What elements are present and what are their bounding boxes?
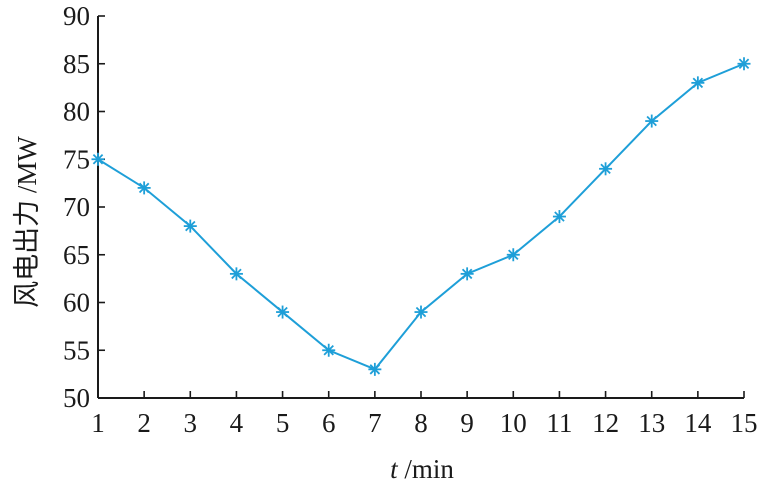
y-axis-title: 风电出力 /MW (12, 136, 42, 308)
y-tick-label: 50 (63, 383, 90, 413)
data-point-stroke (554, 211, 565, 222)
data-point-stroke (277, 306, 288, 318)
data-point-stroke (92, 154, 104, 165)
data-point-stroke (415, 306, 427, 318)
data-point (137, 181, 151, 195)
x-axis-variable: t (390, 454, 399, 484)
data-point (645, 114, 659, 128)
data-point (506, 248, 520, 262)
x-tick-label: 8 (414, 408, 428, 438)
x-tick-label: 9 (460, 408, 474, 438)
data-point (368, 362, 382, 376)
data-point-stroke (692, 77, 704, 89)
data-point-stroke (185, 220, 196, 232)
x-tick-label: 7 (368, 408, 382, 438)
x-tick-label: 12 (592, 408, 619, 438)
data-point-stroke (323, 345, 334, 356)
x-tick-label: 6 (322, 408, 336, 438)
data-point (599, 162, 613, 176)
x-tick-label: 5 (276, 408, 290, 438)
y-tick-label: 90 (63, 1, 90, 31)
data-point-stroke (369, 364, 381, 375)
axes (97, 16, 744, 399)
x-tick-label: 11 (546, 408, 572, 438)
x-tick-label: 13 (638, 408, 665, 438)
data-point-stroke (461, 268, 473, 280)
x-tick-label: 15 (731, 408, 758, 438)
data-point-stroke (138, 182, 150, 194)
data-point (276, 305, 290, 319)
y-tick-label: 55 (63, 335, 90, 365)
series-line (97, 62, 745, 371)
data-point-stroke (738, 58, 750, 69)
data-point-stroke (600, 163, 611, 175)
data-point (552, 210, 566, 224)
data-point (322, 343, 336, 357)
x-axis-unit: /min (398, 454, 455, 484)
x-axis-title: t /min (390, 454, 454, 484)
data-point (460, 267, 474, 281)
data-point-stroke (231, 268, 242, 280)
data-point (691, 76, 705, 90)
x-axis-ticks: 1 2 3 4 5 6 7 8 9 10 11 12 13 14 15 (91, 391, 758, 438)
x-tick-label: 3 (184, 408, 198, 438)
x-tick-label: 2 (137, 408, 151, 438)
x-tick-label: 14 (684, 408, 712, 438)
y-tick-label: 80 (63, 97, 90, 127)
x-tick-label: 10 (500, 408, 527, 438)
y-tick-label: 75 (63, 144, 90, 174)
data-point (229, 267, 243, 281)
y-tick-label: 65 (63, 240, 90, 270)
y-tick-label: 85 (63, 49, 90, 79)
series-group (91, 57, 751, 376)
x-tick-label: 4 (230, 408, 244, 438)
data-point (737, 57, 751, 71)
data-point-stroke (646, 115, 657, 127)
y-tick-label: 60 (63, 288, 90, 318)
data-point (183, 219, 197, 233)
data-point (91, 152, 105, 166)
x-tick-label: 1 (91, 408, 105, 438)
y-tick-label: 70 (63, 192, 90, 222)
data-point-stroke (508, 249, 519, 260)
data-point (414, 305, 428, 319)
